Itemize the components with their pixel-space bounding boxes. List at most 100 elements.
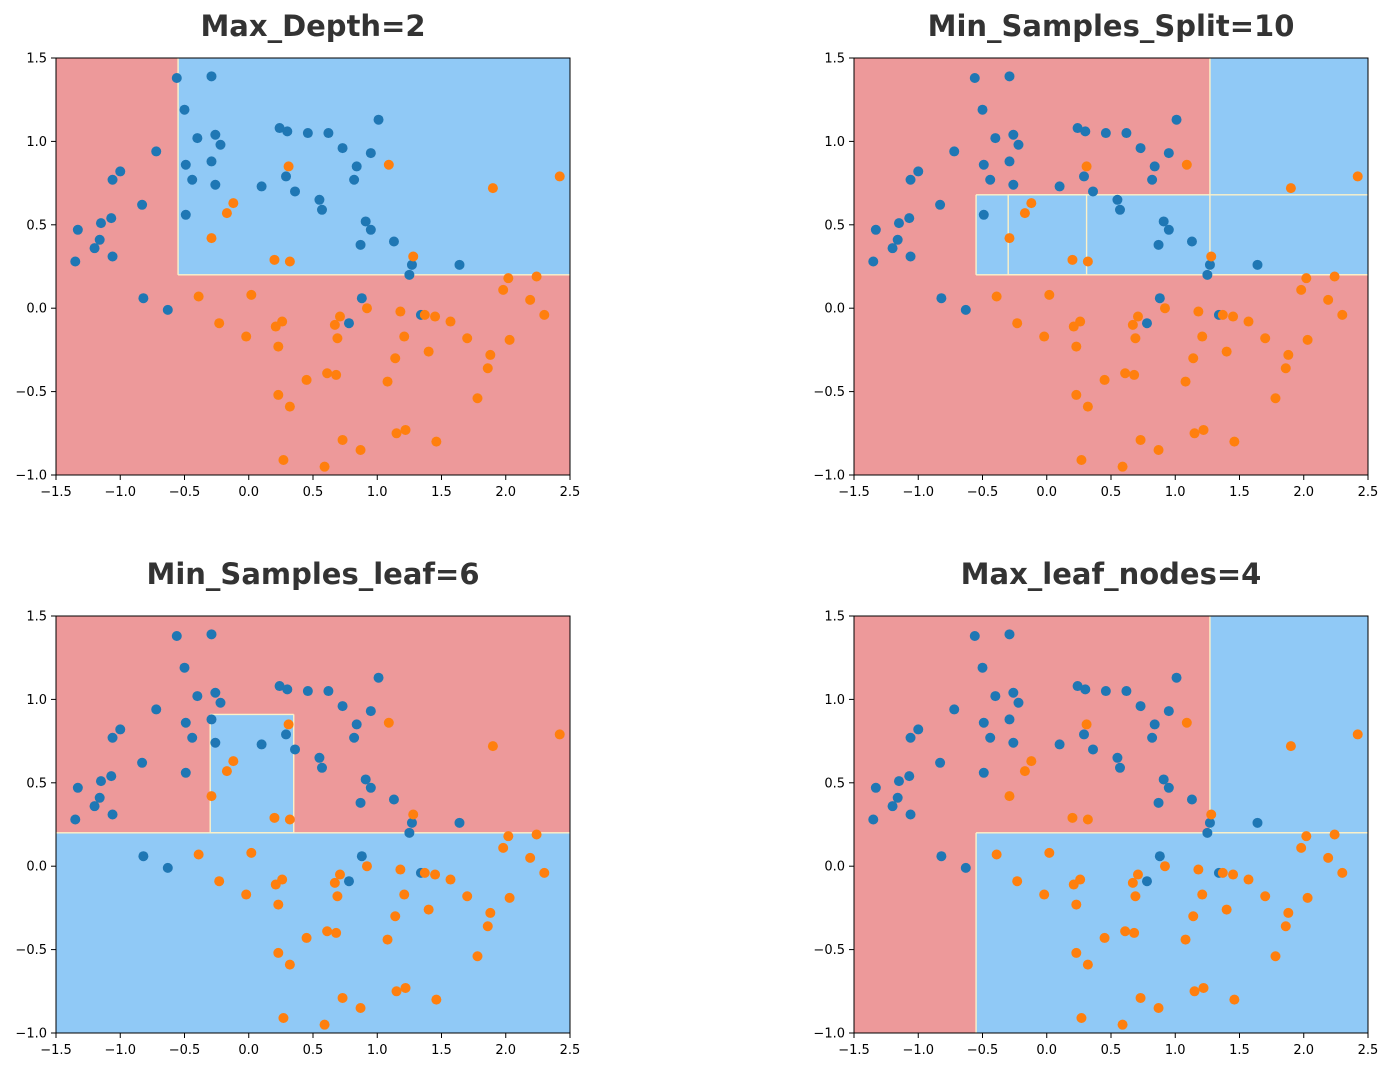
point-class1: [355, 444, 366, 455]
point-class0: [210, 687, 221, 698]
x-tick-label: 2.0: [1293, 1043, 1314, 1058]
point-class1: [1301, 273, 1312, 284]
point-class0: [1079, 171, 1090, 182]
point-class1: [391, 986, 402, 997]
point-class0: [904, 213, 915, 224]
point-class1: [482, 921, 493, 932]
point-class0: [70, 814, 81, 825]
point-class0: [180, 717, 191, 728]
subplot-title: Max_Depth=2: [200, 9, 425, 43]
x-tick-label: −1.0: [104, 485, 136, 500]
point-class0: [281, 171, 292, 182]
y-tick-label: −1.0: [813, 1027, 845, 1042]
point-class0: [95, 218, 106, 229]
point-class0: [406, 259, 417, 270]
point-class0: [1088, 744, 1099, 755]
point-class0: [256, 181, 267, 192]
point-class0: [314, 752, 325, 763]
point-class1: [430, 311, 441, 322]
x-tick-label: 1.5: [431, 1043, 452, 1058]
point-class0: [1171, 672, 1182, 683]
point-class0: [206, 629, 217, 640]
point-class1: [383, 159, 394, 170]
y-tick-label: −1.0: [15, 469, 47, 484]
point-class1: [391, 428, 402, 439]
subplot-max-depth: Max_Depth=2 −1.5 −1.0 −0.5 0.0 0.5 1.0 1.5 2.0 2…: [15, 9, 580, 500]
x-tick-label: 1.5: [1229, 485, 1250, 500]
x-tick-label: −1.5: [838, 1043, 870, 1058]
point-class0: [180, 209, 191, 220]
point-class0: [323, 128, 334, 139]
point-class1: [431, 436, 442, 447]
plot-area: −1.5 −1.0 −0.5 0.0 0.5 1.0 1.5 2.0 2.5−1.0−0.50.…: [15, 610, 580, 1059]
point-class1: [531, 829, 542, 840]
point-class1: [283, 719, 294, 730]
y-tick-label: 0.0: [824, 860, 845, 875]
point-class1: [1075, 316, 1086, 327]
point-class1: [1198, 424, 1209, 435]
point-class1: [1071, 947, 1082, 958]
y-tick-label: −1.0: [813, 469, 845, 484]
y-tick-label: 1.5: [824, 610, 845, 625]
point-class1: [1076, 454, 1087, 465]
point-class0: [1088, 186, 1099, 197]
point-class1: [1329, 271, 1340, 282]
point-class0: [343, 876, 354, 887]
point-class0: [1153, 239, 1164, 250]
point-class1: [1323, 294, 1334, 305]
point-class1: [504, 892, 515, 903]
point-class0: [1135, 701, 1146, 712]
point-class0: [1186, 794, 1197, 805]
point-class0: [107, 174, 118, 185]
point-class1: [408, 809, 419, 820]
point-class1: [214, 876, 225, 887]
point-class1: [1221, 904, 1232, 915]
point-class0: [256, 739, 267, 750]
point-class0: [1013, 697, 1024, 708]
point-class1: [277, 316, 288, 327]
point-class1: [329, 319, 340, 330]
point-class1: [1285, 741, 1296, 752]
point-class1: [329, 877, 340, 888]
point-class1: [1067, 254, 1078, 265]
point-class0: [1079, 729, 1090, 740]
point-class0: [151, 704, 162, 715]
point-class0: [905, 809, 916, 820]
point-class0: [892, 792, 903, 803]
point-class0: [137, 199, 148, 210]
point-class1: [1283, 907, 1294, 918]
point-class0: [138, 851, 149, 862]
point-class0: [274, 123, 285, 134]
point-class1: [1117, 461, 1128, 472]
point-class0: [210, 179, 221, 190]
point-class1: [273, 947, 284, 958]
point-class0: [904, 771, 915, 782]
y-tick-label: −0.5: [15, 943, 47, 958]
point-class1: [1283, 349, 1294, 360]
point-class1: [1270, 393, 1281, 404]
point-class1: [419, 867, 430, 878]
y-tick-label: −0.5: [813, 943, 845, 958]
point-class0: [936, 851, 947, 862]
x-tick-label: −0.5: [169, 1043, 201, 1058]
point-class1: [423, 904, 434, 915]
plot-area: −1.5 −1.0 −0.5 0.0 0.5 1.0 1.5 2.0 2.5−1.0−0.50.…: [813, 52, 1378, 501]
point-class1: [1075, 874, 1086, 885]
point-class1: [283, 161, 294, 172]
point-class0: [1153, 797, 1164, 808]
point-class1: [1228, 869, 1239, 880]
point-class1: [1076, 1012, 1087, 1023]
point-class0: [1114, 762, 1125, 773]
point-class1: [498, 842, 509, 853]
point-class0: [282, 684, 293, 695]
point-class0: [1252, 817, 1263, 828]
y-tick-label: 1.0: [26, 135, 47, 150]
point-class0: [162, 862, 173, 873]
point-class1: [400, 424, 411, 435]
point-class0: [1008, 687, 1019, 698]
point-class1: [1129, 927, 1140, 938]
point-class1: [1301, 831, 1312, 842]
x-tick-label: 2.0: [495, 485, 516, 500]
point-class0: [949, 146, 960, 157]
point-class0: [913, 724, 924, 735]
